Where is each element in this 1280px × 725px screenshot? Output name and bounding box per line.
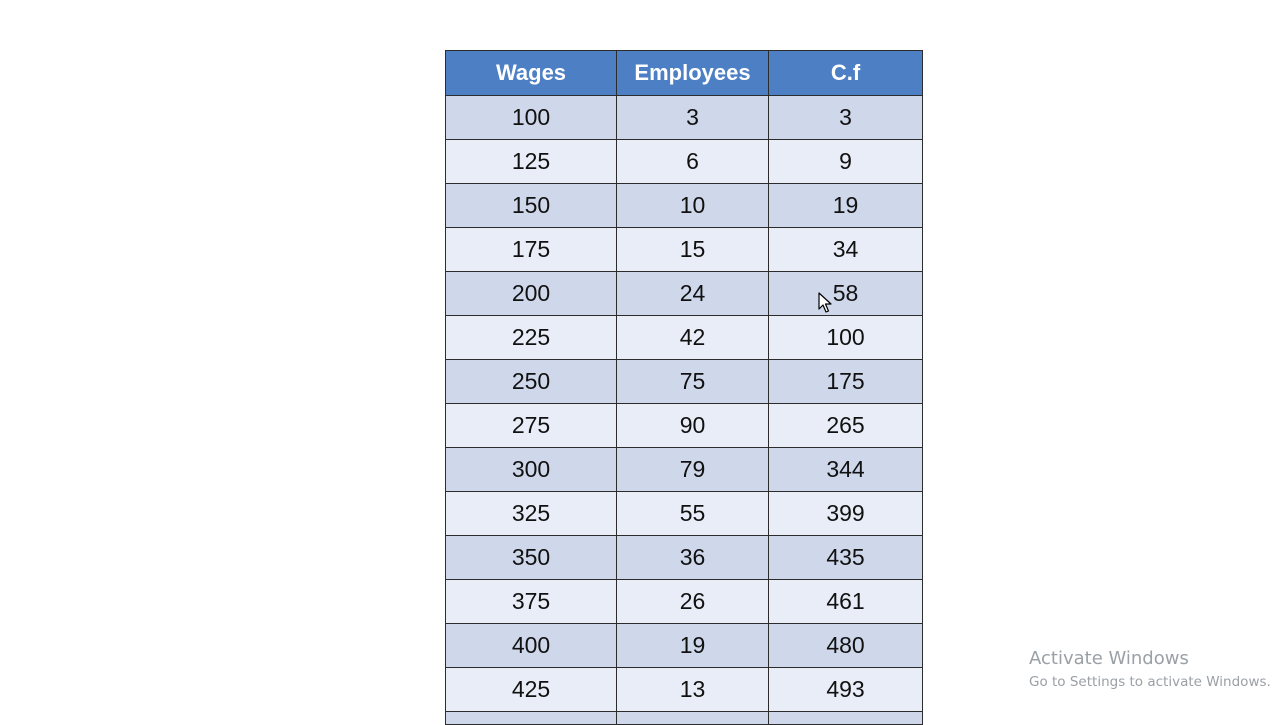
cell-wages: 250 (445, 359, 617, 404)
cell-wages: 300 (445, 447, 617, 492)
cell-wages: 275 (445, 403, 617, 448)
cell-employees: 42 (616, 315, 769, 360)
header-wages: Wages (445, 50, 617, 96)
data-table-container: Wages Employees C.f 100 3 3 125 6 9 150 10 19 175… (445, 50, 923, 725)
table-cell-cutoff (616, 711, 769, 725)
header-employees: Employees (616, 50, 769, 96)
table-row: 400 19 480 (445, 623, 923, 668)
watermark-title: Activate Windows (1029, 648, 1189, 669)
cell-wages: 400 (445, 623, 617, 668)
cell-wages: 200 (445, 271, 617, 316)
cell-cf: 9 (768, 139, 923, 184)
cell-cf: 265 (768, 403, 923, 448)
cell-wages: 150 (445, 183, 617, 228)
cell-cf: 58 (768, 271, 923, 316)
table-row: 225 42 100 (445, 315, 923, 360)
mouse-pointer-icon (818, 292, 832, 313)
cell-wages: 125 (445, 139, 617, 184)
cell-cf: 100 (768, 315, 923, 360)
cell-cf: 19 (768, 183, 923, 228)
table-row: 250 75 175 (445, 359, 923, 404)
cell-wages: 100 (445, 95, 617, 140)
cell-wages: 225 (445, 315, 617, 360)
table-cell-cutoff (445, 711, 617, 725)
cell-cf: 34 (768, 227, 923, 272)
cell-cf: 493 (768, 667, 923, 712)
cell-employees: 79 (616, 447, 769, 492)
table-row: 300 79 344 (445, 447, 923, 492)
header-cf: C.f (768, 50, 923, 96)
cell-cf: 344 (768, 447, 923, 492)
table-row: 100 3 3 (445, 95, 923, 140)
table-row: 175 15 34 (445, 227, 923, 272)
table-row: 150 10 19 (445, 183, 923, 228)
cell-wages: 350 (445, 535, 617, 580)
cell-employees: 24 (616, 271, 769, 316)
cell-cf: 435 (768, 535, 923, 580)
wages-table: Wages Employees C.f 100 3 3 125 6 9 150 10 19 175… (445, 50, 923, 725)
cell-employees: 55 (616, 491, 769, 536)
cell-employees: 13 (616, 667, 769, 712)
cell-employees: 10 (616, 183, 769, 228)
table-cell-cutoff (768, 711, 923, 725)
cell-employees: 90 (616, 403, 769, 448)
table-row-partial (445, 711, 923, 725)
cell-cf: 175 (768, 359, 923, 404)
table-row: 125 6 9 (445, 139, 923, 184)
cell-wages: 375 (445, 579, 617, 624)
table-row: 200 24 58 (445, 271, 923, 316)
cell-employees: 15 (616, 227, 769, 272)
cell-wages: 425 (445, 667, 617, 712)
header-row: Wages Employees C.f (445, 50, 923, 96)
table-body: 100 3 3 125 6 9 150 10 19 175 15 34 200 24 58 225 42 100 2… (445, 95, 923, 725)
table-row: 325 55 399 (445, 491, 923, 536)
cell-cf: 461 (768, 579, 923, 624)
cell-wages: 325 (445, 491, 617, 536)
cell-employees: 19 (616, 623, 769, 668)
cell-cf: 3 (768, 95, 923, 140)
cell-cf: 399 (768, 491, 923, 536)
cell-employees: 75 (616, 359, 769, 404)
table-row: 425 13 493 (445, 667, 923, 712)
activate-windows-watermark: Activate Windows Go to Settings to activ… (1029, 648, 1271, 692)
table-row: 275 90 265 (445, 403, 923, 448)
cell-employees: 36 (616, 535, 769, 580)
watermark-subtitle: Go to Settings to activate Windows. (1029, 674, 1271, 690)
cell-cf: 480 (768, 623, 923, 668)
table-row: 375 26 461 (445, 579, 923, 624)
cell-employees: 3 (616, 95, 769, 140)
table-row: 350 36 435 (445, 535, 923, 580)
cell-wages: 175 (445, 227, 617, 272)
cell-employees: 6 (616, 139, 769, 184)
cell-employees: 26 (616, 579, 769, 624)
